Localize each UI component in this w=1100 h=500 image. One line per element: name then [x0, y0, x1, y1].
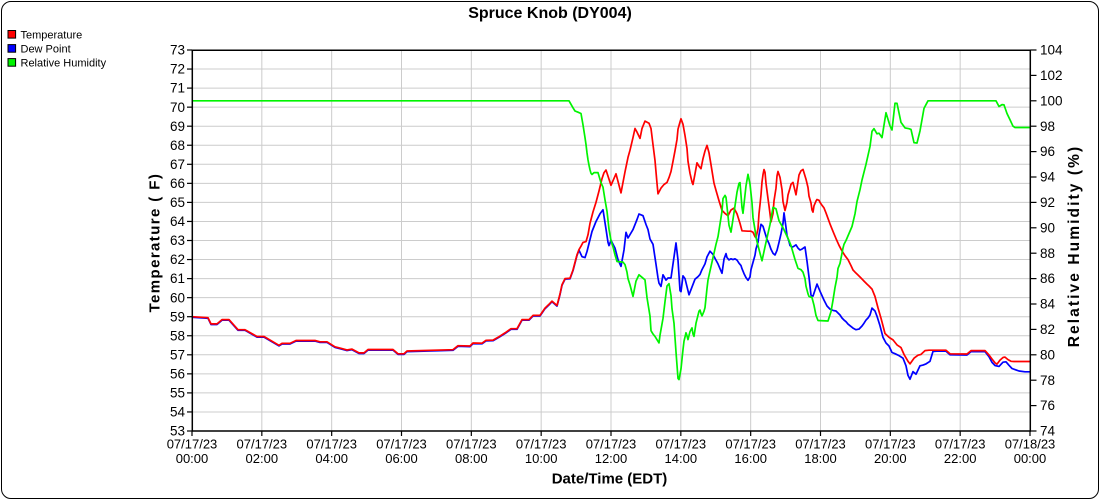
svg-text:04:00: 04:00	[315, 451, 348, 466]
svg-text:104: 104	[1040, 43, 1063, 58]
svg-text:Dew Point: Dew Point	[21, 43, 71, 55]
svg-text:10:00: 10:00	[525, 451, 558, 466]
svg-text:59: 59	[170, 309, 185, 324]
svg-text:82: 82	[1040, 322, 1055, 337]
svg-text:74: 74	[1040, 424, 1056, 439]
svg-text:65: 65	[170, 195, 185, 210]
svg-text:02:00: 02:00	[246, 451, 279, 466]
svg-text:Relative Humidity (%): Relative Humidity (%)	[1066, 145, 1083, 348]
svg-text:64: 64	[170, 214, 186, 229]
svg-text:07/17/23: 07/17/23	[516, 437, 567, 452]
svg-text:88: 88	[1040, 246, 1055, 261]
svg-text:96: 96	[1040, 144, 1055, 159]
svg-text:07/17/23: 07/17/23	[167, 437, 218, 452]
svg-text:06:00: 06:00	[385, 451, 418, 466]
svg-text:78: 78	[1040, 373, 1055, 388]
svg-text:00:00: 00:00	[176, 451, 209, 466]
svg-text:86: 86	[1040, 271, 1055, 286]
svg-text:07/17/23: 07/17/23	[865, 437, 916, 452]
svg-text:14:00: 14:00	[665, 451, 698, 466]
svg-text:67: 67	[170, 157, 185, 172]
svg-text:07/17/23: 07/17/23	[306, 437, 357, 452]
svg-text:57: 57	[170, 347, 185, 362]
svg-text:Relative Humidity: Relative Humidity	[21, 57, 107, 69]
svg-text:66: 66	[170, 176, 185, 191]
svg-text:92: 92	[1040, 195, 1055, 210]
svg-text:07/17/23: 07/17/23	[237, 437, 288, 452]
svg-text:18:00: 18:00	[804, 451, 837, 466]
svg-text:Temperature ( F): Temperature ( F)	[147, 173, 164, 313]
svg-text:07/17/23: 07/17/23	[376, 437, 427, 452]
svg-text:69: 69	[170, 119, 185, 134]
svg-text:07/17/23: 07/17/23	[795, 437, 846, 452]
svg-text:00:00: 00:00	[1014, 451, 1047, 466]
svg-text:53: 53	[170, 424, 185, 439]
svg-text:102: 102	[1040, 68, 1063, 83]
svg-text:Date/Time (EDT): Date/Time (EDT)	[552, 471, 668, 488]
svg-text:07/17/23: 07/17/23	[586, 437, 637, 452]
svg-text:84: 84	[1040, 297, 1056, 312]
svg-text:56: 56	[170, 366, 185, 381]
svg-text:76: 76	[1040, 398, 1055, 413]
svg-text:07/17/23: 07/17/23	[446, 437, 497, 452]
svg-text:98: 98	[1040, 119, 1055, 134]
svg-text:73: 73	[170, 43, 185, 58]
svg-text:90: 90	[1040, 220, 1055, 235]
svg-text:100: 100	[1040, 93, 1063, 108]
svg-text:70: 70	[170, 100, 185, 115]
svg-text:61: 61	[170, 271, 185, 286]
svg-text:60: 60	[170, 290, 185, 305]
svg-text:58: 58	[170, 328, 185, 343]
svg-text:22:00: 22:00	[944, 451, 977, 466]
svg-text:07/17/23: 07/17/23	[725, 437, 776, 452]
svg-text:07/17/23: 07/17/23	[935, 437, 986, 452]
svg-text:07/17/23: 07/17/23	[656, 437, 707, 452]
svg-text:71: 71	[170, 81, 185, 96]
svg-text:68: 68	[170, 138, 185, 153]
svg-text:54: 54	[170, 405, 186, 420]
svg-text:94: 94	[1040, 170, 1056, 185]
svg-text:63: 63	[170, 233, 185, 248]
svg-text:80: 80	[1040, 347, 1055, 362]
svg-text:16:00: 16:00	[734, 451, 767, 466]
svg-text:62: 62	[170, 252, 185, 267]
svg-text:72: 72	[170, 62, 185, 77]
svg-text:12:00: 12:00	[595, 451, 628, 466]
svg-text:Spruce Knob (DY004): Spruce Knob (DY004)	[468, 5, 632, 22]
svg-text:Temperature: Temperature	[21, 29, 83, 41]
svg-text:07/18/23: 07/18/23	[1005, 437, 1056, 452]
svg-text:20:00: 20:00	[874, 451, 907, 466]
svg-text:08:00: 08:00	[455, 451, 488, 466]
svg-text:55: 55	[170, 386, 185, 401]
